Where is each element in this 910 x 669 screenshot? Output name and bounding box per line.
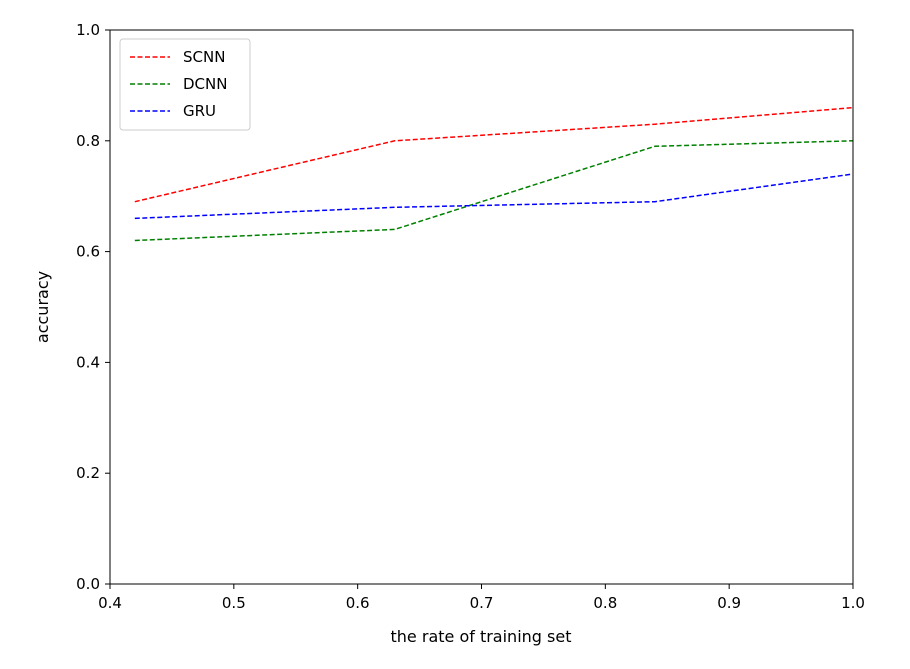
y-axis-label: accuracy: [33, 271, 52, 343]
x-tick-label: 0.7: [470, 594, 494, 612]
y-tick-label: 0.6: [76, 243, 100, 261]
series-layer: [134, 106, 854, 242]
x-tick-label: 0.5: [222, 594, 246, 612]
plot-frame: [109, 29, 854, 585]
x-axis-ticks: 0.4 0.5 0.6 0.7 0.8 0.9 1.0: [98, 584, 865, 612]
y-axis-ticks: 0.0 0.2 0.4 0.6 0.8 1.0: [76, 21, 110, 593]
x-tick-label: 0.6: [346, 594, 370, 612]
x-tick-label: 1.0: [841, 594, 865, 612]
legend-label-gru: GRU: [183, 102, 216, 120]
x-axis-label: the rate of training set: [391, 627, 572, 646]
y-tick-label: 1.0: [76, 21, 100, 39]
y-tick-label: 0.8: [76, 132, 100, 150]
legend: SCNN DCNN GRU: [119, 38, 251, 131]
series-line-dcnn: [134, 140, 854, 242]
x-tick-label: 0.9: [717, 594, 741, 612]
y-tick-label: 0.0: [76, 575, 100, 593]
y-tick-label: 0.2: [76, 464, 100, 482]
legend-label-scnn: SCNN: [183, 48, 225, 66]
y-tick-label: 0.4: [76, 353, 100, 371]
series-line-gru: [134, 173, 854, 220]
legend-box: [119, 38, 251, 131]
x-tick-label: 0.8: [593, 594, 617, 612]
series-line-scnn: [134, 106, 854, 203]
x-tick-label: 0.4: [98, 594, 122, 612]
legend-label-dcnn: DCNN: [183, 75, 227, 93]
